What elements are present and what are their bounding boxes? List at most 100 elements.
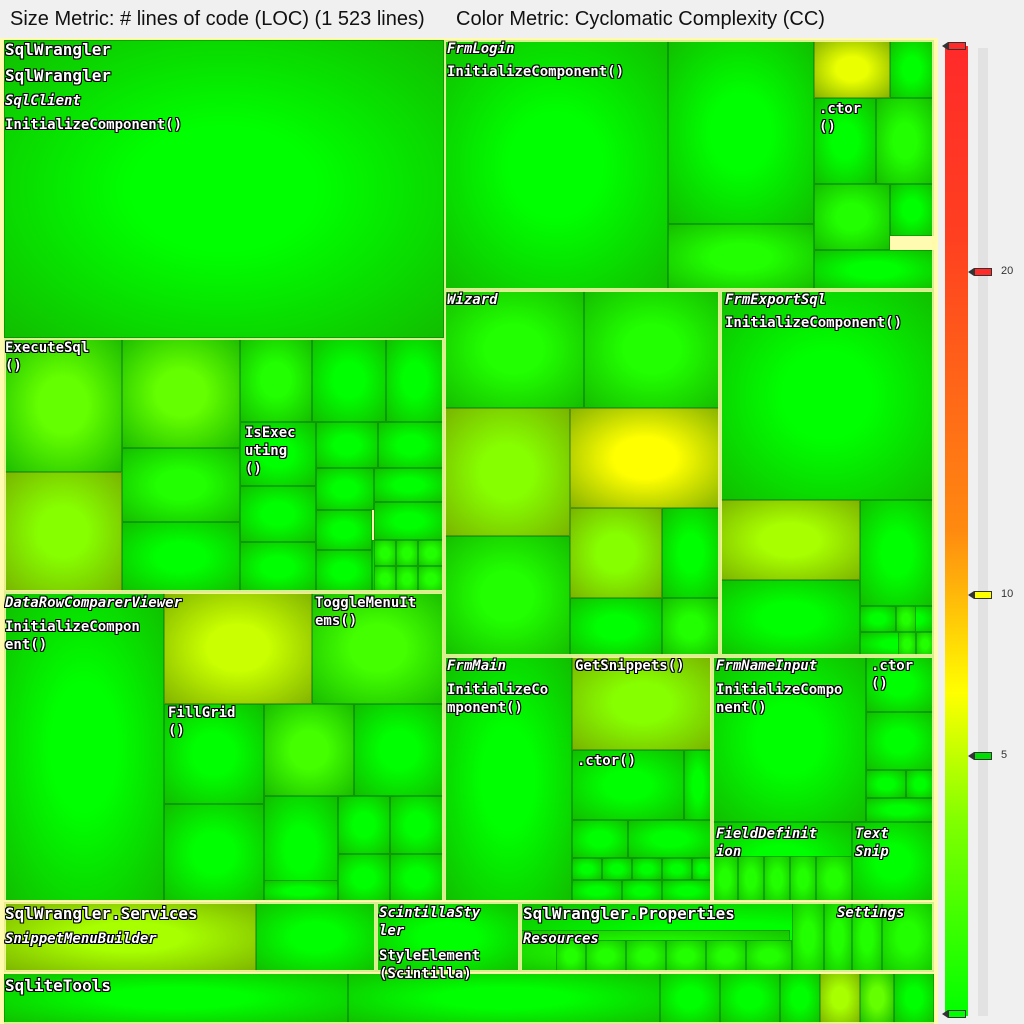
treemap-cell[interactable] bbox=[792, 902, 824, 972]
legend-tick-label: 20 bbox=[1001, 264, 1014, 277]
treemap-cell[interactable] bbox=[570, 408, 720, 508]
treemap-cell[interactable] bbox=[780, 972, 820, 1024]
legend-marker[interactable] bbox=[968, 267, 992, 276]
treemap-cell[interactable] bbox=[122, 338, 240, 448]
treemap-cell[interactable] bbox=[660, 972, 720, 1024]
legend-marker[interactable] bbox=[968, 751, 992, 760]
treemap-cell[interactable] bbox=[890, 184, 934, 236]
treemap-cell[interactable] bbox=[374, 468, 444, 502]
treemap-cell[interactable] bbox=[662, 858, 692, 880]
treemap-cell[interactable] bbox=[572, 858, 602, 880]
treemap-cell[interactable] bbox=[894, 972, 934, 1024]
treemap-cell[interactable] bbox=[570, 508, 662, 598]
treemap-cell[interactable] bbox=[572, 656, 712, 750]
treemap-group-frame bbox=[4, 902, 376, 972]
treemap-group-frame bbox=[520, 902, 934, 972]
treemap-cell[interactable] bbox=[790, 856, 816, 902]
treemap-cell[interactable] bbox=[602, 858, 632, 880]
treemap-cell[interactable] bbox=[256, 902, 376, 972]
treemap-cell[interactable] bbox=[444, 408, 570, 536]
treemap-cell[interactable] bbox=[746, 940, 792, 972]
treemap-cell[interactable] bbox=[866, 798, 934, 822]
treemap-cell[interactable] bbox=[556, 940, 586, 972]
treemap-cell[interactable] bbox=[712, 856, 738, 902]
treemap-cell[interactable] bbox=[240, 542, 316, 592]
treemap-cell[interactable] bbox=[572, 750, 684, 820]
treemap-cell[interactable] bbox=[264, 704, 354, 796]
treemap-cell[interactable] bbox=[240, 422, 316, 486]
treemap-cell[interactable] bbox=[378, 422, 444, 468]
treemap-cell[interactable] bbox=[444, 40, 668, 290]
treemap-group-frame bbox=[444, 656, 712, 902]
treemap-cell[interactable] bbox=[4, 972, 348, 1024]
treemap-cell[interactable] bbox=[764, 856, 790, 902]
legend-gradient-bar bbox=[945, 46, 968, 1016]
treemap-cell[interactable] bbox=[896, 606, 916, 632]
treemap-cell[interactable] bbox=[866, 712, 934, 770]
treemap-cell[interactable] bbox=[316, 550, 372, 592]
treemap-cell[interactable] bbox=[668, 40, 814, 224]
legend-marker[interactable] bbox=[968, 590, 992, 599]
treemap-cell[interactable] bbox=[866, 770, 906, 798]
treemap-cell[interactable] bbox=[240, 486, 316, 542]
treemap-cell[interactable] bbox=[816, 856, 852, 902]
treemap-cell[interactable] bbox=[852, 902, 882, 972]
treemap-group-frame bbox=[376, 902, 520, 972]
treemap-cell[interactable] bbox=[662, 508, 720, 598]
treemap-cell[interactable] bbox=[316, 510, 372, 550]
treemap-cell[interactable] bbox=[814, 98, 876, 184]
legend-tick-label: 10 bbox=[1001, 587, 1014, 600]
treemap-cell[interactable] bbox=[376, 902, 520, 972]
treemap-cell[interactable] bbox=[4, 40, 444, 338]
treemap-group-frame bbox=[712, 656, 934, 902]
legend-marker[interactable] bbox=[942, 42, 966, 50]
legend-marker[interactable] bbox=[942, 1010, 966, 1018]
treemap-group-frame bbox=[4, 592, 444, 902]
treemap-cell[interactable] bbox=[374, 540, 396, 566]
treemap-cell[interactable] bbox=[668, 224, 814, 290]
treemap-cell[interactable] bbox=[906, 770, 934, 798]
treemap-cell[interactable] bbox=[572, 820, 628, 858]
treemap-cell[interactable] bbox=[164, 704, 264, 804]
treemap-group-frame bbox=[4, 338, 444, 592]
treemap-cell[interactable] bbox=[312, 592, 444, 704]
treemap-cell[interactable] bbox=[386, 338, 444, 422]
treemap-cell[interactable] bbox=[628, 820, 712, 858]
treemap-cell[interactable] bbox=[122, 522, 240, 592]
treemap-cell[interactable] bbox=[852, 822, 934, 902]
legend-tick-label: 5 bbox=[1001, 748, 1008, 761]
treemap-cell[interactable] bbox=[390, 796, 444, 854]
treemap-cell[interactable] bbox=[570, 598, 662, 656]
treemap-cell[interactable] bbox=[860, 972, 894, 1024]
metrics-header: Size Metric: # lines of code (LOC) (1 52… bbox=[0, 0, 1024, 40]
treemap-cell[interactable] bbox=[824, 902, 852, 972]
treemap-cell[interactable] bbox=[720, 290, 934, 500]
size-metric-label: Size Metric: # lines of code (LOC) (1 52… bbox=[10, 8, 425, 30]
treemap-cell[interactable] bbox=[860, 500, 934, 606]
treemap-cell[interactable] bbox=[316, 422, 378, 468]
treemap-cell[interactable] bbox=[4, 338, 122, 472]
treemap-cell[interactable] bbox=[396, 540, 418, 566]
treemap-cell[interactable] bbox=[338, 854, 390, 902]
treemap-cell[interactable] bbox=[814, 40, 890, 98]
treemap-cell[interactable] bbox=[122, 448, 240, 522]
treemap-cell[interactable] bbox=[876, 98, 934, 184]
treemap-cell[interactable] bbox=[4, 592, 164, 902]
treemap-cell[interactable] bbox=[348, 972, 660, 1024]
treemap-cell[interactable] bbox=[444, 656, 572, 902]
legend-slider-track[interactable] bbox=[978, 48, 988, 1016]
treemap-cell[interactable] bbox=[338, 796, 390, 854]
treemap-cell[interactable] bbox=[860, 606, 896, 632]
treemap-cell[interactable] bbox=[814, 184, 890, 250]
treemap-group-frame bbox=[2, 972, 936, 1024]
treemap-cell[interactable] bbox=[164, 592, 312, 704]
treemap-cell[interactable] bbox=[738, 856, 764, 902]
treemap-group-frame bbox=[720, 290, 934, 656]
treemap-cell[interactable] bbox=[444, 290, 584, 408]
treemap-cell[interactable] bbox=[164, 804, 264, 902]
treemap-group-frame bbox=[444, 40, 934, 290]
color-metric-label: Color Metric: Cyclomatic Complexity (CC) bbox=[456, 8, 825, 30]
treemap[interactable]: SqlWrangler SqlWrangler SqlClient Initializ… bbox=[0, 38, 938, 1024]
treemap-cell[interactable] bbox=[632, 858, 662, 880]
treemap-cell[interactable] bbox=[316, 468, 374, 510]
